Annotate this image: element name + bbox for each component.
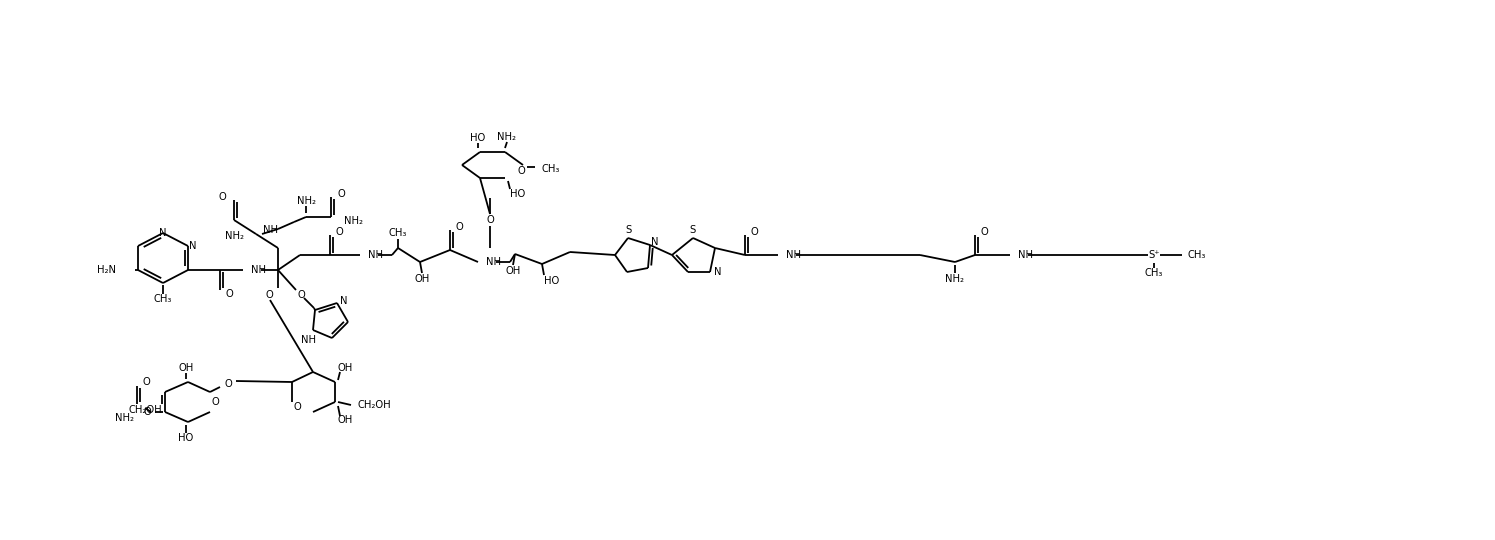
Text: NH₂: NH₂ xyxy=(945,274,964,284)
Text: OH: OH xyxy=(338,363,353,373)
Text: N: N xyxy=(190,241,197,251)
Text: O: O xyxy=(211,397,218,407)
Text: OH: OH xyxy=(178,363,194,373)
Text: N: N xyxy=(715,267,722,277)
Text: OH: OH xyxy=(505,266,520,276)
Text: NH: NH xyxy=(300,335,315,345)
Text: NH: NH xyxy=(1018,250,1033,260)
Text: H₂N: H₂N xyxy=(97,265,117,275)
Text: O: O xyxy=(298,290,305,300)
Text: O: O xyxy=(293,402,300,412)
Text: O: O xyxy=(224,379,232,389)
Text: CH₂OH: CH₂OH xyxy=(129,405,161,415)
Text: NH: NH xyxy=(486,257,501,267)
Text: O: O xyxy=(750,227,758,237)
Text: O: O xyxy=(454,222,463,232)
Text: NH₂: NH₂ xyxy=(498,132,516,142)
Text: O: O xyxy=(335,227,342,237)
Text: NH₂: NH₂ xyxy=(115,413,135,423)
Text: O: O xyxy=(338,189,345,199)
Text: N: N xyxy=(341,296,348,306)
Text: O: O xyxy=(486,215,493,225)
Text: NH: NH xyxy=(263,225,278,235)
Text: S⁺: S⁺ xyxy=(1148,250,1160,260)
Text: CH₃: CH₃ xyxy=(154,294,172,304)
Text: HO: HO xyxy=(544,276,559,286)
Text: N: N xyxy=(160,228,167,238)
Text: CH₃: CH₃ xyxy=(1145,268,1163,278)
Text: N: N xyxy=(652,237,659,247)
Text: CH₂OH: CH₂OH xyxy=(357,400,390,410)
Text: O: O xyxy=(144,407,151,417)
Text: S: S xyxy=(689,225,697,235)
Text: O: O xyxy=(265,290,274,300)
Text: HO: HO xyxy=(471,133,486,143)
Text: O: O xyxy=(142,377,150,387)
Text: NH₂: NH₂ xyxy=(296,196,315,206)
Text: HO: HO xyxy=(510,189,525,199)
Text: S: S xyxy=(625,225,631,235)
Text: O: O xyxy=(226,289,233,299)
Text: NH: NH xyxy=(786,250,801,260)
Text: OH: OH xyxy=(338,415,353,425)
Text: CH₃: CH₃ xyxy=(1189,250,1206,260)
Text: CH₃: CH₃ xyxy=(389,228,407,238)
Text: NH: NH xyxy=(251,265,266,275)
Text: O: O xyxy=(981,227,988,237)
Text: HO: HO xyxy=(178,433,194,443)
Text: O: O xyxy=(218,192,226,202)
Text: O: O xyxy=(517,166,525,176)
Text: CH₃: CH₃ xyxy=(541,164,559,174)
Text: NH₂: NH₂ xyxy=(344,216,363,226)
Text: OH: OH xyxy=(414,274,429,284)
Text: NH: NH xyxy=(368,250,383,260)
Text: NH₂: NH₂ xyxy=(224,231,244,241)
